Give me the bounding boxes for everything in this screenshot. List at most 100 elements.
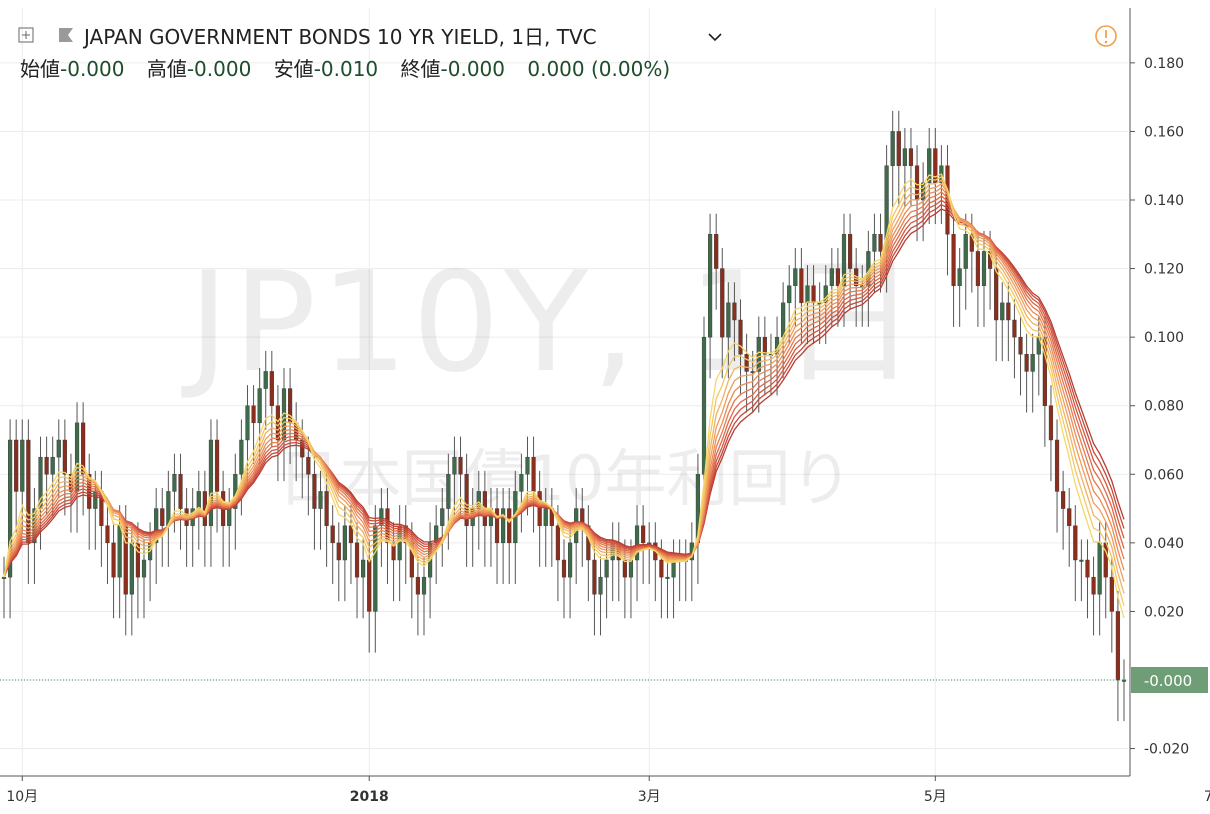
candle-body-up [1121,679,1127,682]
candle [1054,419,1060,533]
candle-body-down [878,234,883,252]
candle-body-down [367,559,372,612]
candle-body-up [841,234,847,286]
candle [245,385,250,482]
candle-body-up [1097,542,1102,595]
moving-average-line [3,183,1125,582]
candle-body-up [872,234,877,252]
expand-button[interactable] [18,27,34,43]
candle-body-down [81,422,86,475]
candle [841,213,847,327]
candle [872,213,877,293]
candle [1006,282,1011,362]
candle [26,419,31,584]
candle [62,419,67,516]
candle-body-down [811,285,816,304]
candle [933,128,938,224]
candle-body-up [245,405,250,441]
candle [1024,333,1029,413]
high-value: -0.000 [187,57,251,81]
plus-square-icon[interactable] [18,27,34,43]
candle-body-up [787,285,792,304]
candle [708,213,713,379]
axes [0,8,1131,777]
candle-body-up [829,268,834,286]
candle [269,350,274,447]
candle [178,453,183,550]
candle [184,488,189,567]
alert-circle-icon[interactable] [1095,25,1117,47]
moving-average-line [3,179,1125,594]
candle [665,556,670,619]
chevron-down-icon[interactable] [708,33,722,42]
candle [87,453,92,550]
high-label: 高値 [147,57,187,81]
candle-body-up [598,576,603,595]
candle-body-down [1085,559,1090,578]
y-tick-label: -0.020 [1144,742,1189,758]
candle-body-up [525,456,530,475]
candle-body-down [1054,439,1060,492]
candle [361,539,366,619]
candle-body-up [452,456,457,475]
candle [653,522,658,602]
candle [373,505,378,653]
y-tick-label: 0.180 [1144,56,1184,72]
candle [312,453,317,550]
candle [543,488,548,567]
candle-body-down [1024,354,1029,372]
candle [190,488,195,567]
candle [586,505,591,602]
candle [793,248,798,327]
candle [598,556,603,636]
candle [561,539,567,619]
candle [1067,488,1072,567]
candle-body-up [227,508,232,526]
candle-body-down [1006,302,1011,321]
alert-button[interactable] [1095,25,1117,47]
candle-body-up [129,542,134,595]
chart-title[interactable]: JAPAN GOVERNMENT BONDS 10 YR YIELD, 1日, … [82,25,597,49]
candle-body-down [531,456,536,492]
candle [324,470,329,567]
x-axis-ticks[interactable]: 10月20183月5月7月9月11月2019 [6,776,1210,805]
candle [440,488,445,567]
candle-body-up [628,559,634,578]
y-tick-label: 0.020 [1144,604,1184,620]
candle [914,145,920,242]
candle-body-up [1000,302,1005,321]
candle-body-down [659,559,664,578]
candles [1,110,1127,722]
candle-body-down [641,525,646,544]
candle-body-up [318,491,323,509]
candle-body-down [738,319,743,355]
candle [14,419,19,533]
candle-body-down [44,456,49,475]
y-tick-label: 0.060 [1144,467,1184,483]
candle [683,539,688,602]
candle-body-up [263,371,268,389]
candle [342,505,347,602]
candle-body-down [251,405,256,424]
open-label: 始値 [20,57,60,81]
candle [141,539,147,619]
candle-body-down [494,508,500,544]
candle [732,282,737,362]
y-axis-ticks[interactable]: 0.180 0.160 0.140 0.120 0.100 0.080 0.060 0.040… [1130,56,1189,758]
candle-body-down [464,474,469,526]
candle [81,402,86,516]
candle [677,539,682,602]
candle-body-up [957,268,962,286]
flag-icon[interactable] [59,28,73,42]
price-tag-text: -0.000 [1144,672,1192,690]
y-tick-label: 0.080 [1144,399,1184,415]
candle-body-up [981,251,987,286]
candle-body-down [1012,319,1017,338]
price-tag: -0.000 [1131,667,1208,693]
price-tag-background [1131,667,1208,693]
candle [397,505,402,602]
y-tick-label: 0.120 [1144,262,1184,278]
y-tick-label: 0.040 [1144,536,1184,552]
candle [434,505,439,584]
